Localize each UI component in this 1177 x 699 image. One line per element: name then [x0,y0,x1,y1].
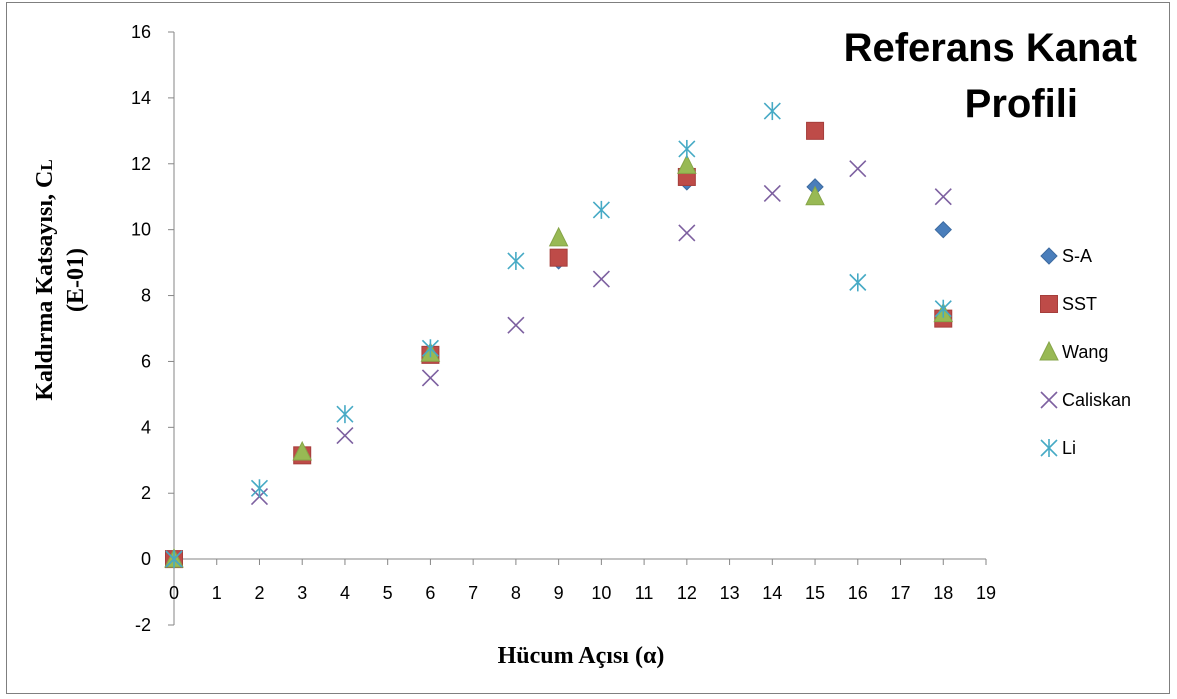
data-point-li [336,405,354,424]
data-point-wang [805,185,825,206]
data-point-caliskan-stroke [763,184,781,202]
data-point-caliskan [592,270,610,288]
x-tick-label: 7 [468,583,478,603]
data-point-li [250,479,269,498]
legend-marker [1040,247,1058,265]
y-axis-title-line-1: Kaldırma Katsayısı, C [32,171,58,401]
data-point-caliskan-stroke [592,270,610,288]
data-point-li [849,273,867,292]
data-point-sst [806,121,825,140]
x-tick-label: 5 [383,583,393,603]
x-tick-label: 6 [425,583,435,603]
data-marks [164,102,954,569]
x-axis-title: Hücum Açısı (α) [498,643,665,669]
y-tick-label: -2 [135,615,151,635]
y-axis-title-subscript: L [37,159,56,170]
legend-marker [1040,295,1058,313]
x-tick-label: 9 [554,583,564,603]
data-point-caliskan [336,427,354,445]
y-tick-label: 2 [141,483,151,503]
chart-title-line-2: Profili [965,82,1078,126]
series-caliskan [165,160,952,568]
legend-marker [1040,439,1058,457]
legend-marker [1039,340,1059,361]
y-tick-label: 12 [131,154,151,174]
legend-label: SST [1062,294,1097,314]
data-point-caliskan-stroke [678,224,696,242]
legend-item-sst: SST [1040,294,1097,314]
chart-frame [6,2,1170,694]
legend-item-s-a: S-A [1040,246,1092,266]
y-tick-label: 4 [141,417,151,437]
data-point-caliskan [507,316,525,334]
x-tick-label: 2 [254,583,264,603]
legend-item-wang: Wang [1039,340,1108,362]
legend-item-caliskan: Caliskan [1040,390,1131,410]
series-sst [165,121,953,569]
data-point-li [592,200,610,219]
y-axis-title-line-2: (E-01) [63,248,89,312]
x-tick-label: 17 [891,583,911,603]
data-point-caliskan [763,184,781,202]
x-tick-label: 19 [976,583,996,603]
x-tick-label: 1 [212,583,222,603]
x-tick-label: 15 [805,583,825,603]
legend-label: Li [1062,438,1076,458]
y-axis-title: Kaldırma Katsayısı, CL (E-01) [32,159,89,400]
data-point-caliskan [421,369,439,387]
data-point-wang [292,440,313,461]
x-tick-label: 3 [297,583,307,603]
data-point-wang [677,154,697,174]
data-point-s-a [934,220,952,239]
data-point-caliskan-stroke [336,427,354,445]
data-point-sst [549,248,568,267]
data-point-li [678,139,696,158]
data-point-caliskan [849,160,867,178]
x-tick-label: 4 [340,583,350,603]
y-tick-label: 8 [141,286,151,306]
x-tick-label: 11 [635,583,654,603]
chart-title-line-1: Referans Kanat [844,26,1137,70]
legend: S-A SST Wang Caliskan Li [1039,246,1131,458]
legend-label: Caliskan [1062,390,1131,410]
series-wang [164,154,954,568]
series-li [165,102,952,569]
x-tick-label: 14 [762,583,782,603]
y-tick-label: 16 [131,22,151,42]
svg-text:Kaldırma Katsayısı, CL: Kaldırma Katsayısı, CL [32,159,58,400]
x-tick-label: 8 [511,583,521,603]
x-tick-label: 10 [591,583,611,603]
y-tick-label: 14 [131,88,151,108]
data-point-wang [548,226,569,247]
data-point-li [934,299,952,318]
data-point-caliskan-stroke [934,188,952,206]
x-tick-label: 13 [720,583,740,603]
y-tick-label: 6 [141,351,151,371]
x-tick-label: 0 [169,583,179,603]
legend-marker [1040,391,1058,409]
data-point-li [507,251,525,270]
data-point-li [763,102,781,121]
legend-marker-stroke [1040,391,1058,409]
x-tick-label: 18 [933,583,953,603]
x-tick-label: 16 [848,583,868,603]
data-point-caliskan-stroke [421,369,439,387]
data-point-caliskan [934,188,952,206]
y-tick-label: 0 [141,549,151,569]
y-tick-label: 10 [131,220,151,240]
data-point-caliskan-stroke [849,160,867,178]
legend-item-li: Li [1040,438,1076,458]
legend-label: S-A [1062,246,1092,266]
data-point-caliskan-stroke [507,316,525,334]
x-tick-label: 12 [677,583,697,603]
data-point-li [421,339,439,358]
legend-label: Wang [1062,342,1108,362]
data-point-li [165,550,183,569]
data-point-caliskan [678,224,696,242]
